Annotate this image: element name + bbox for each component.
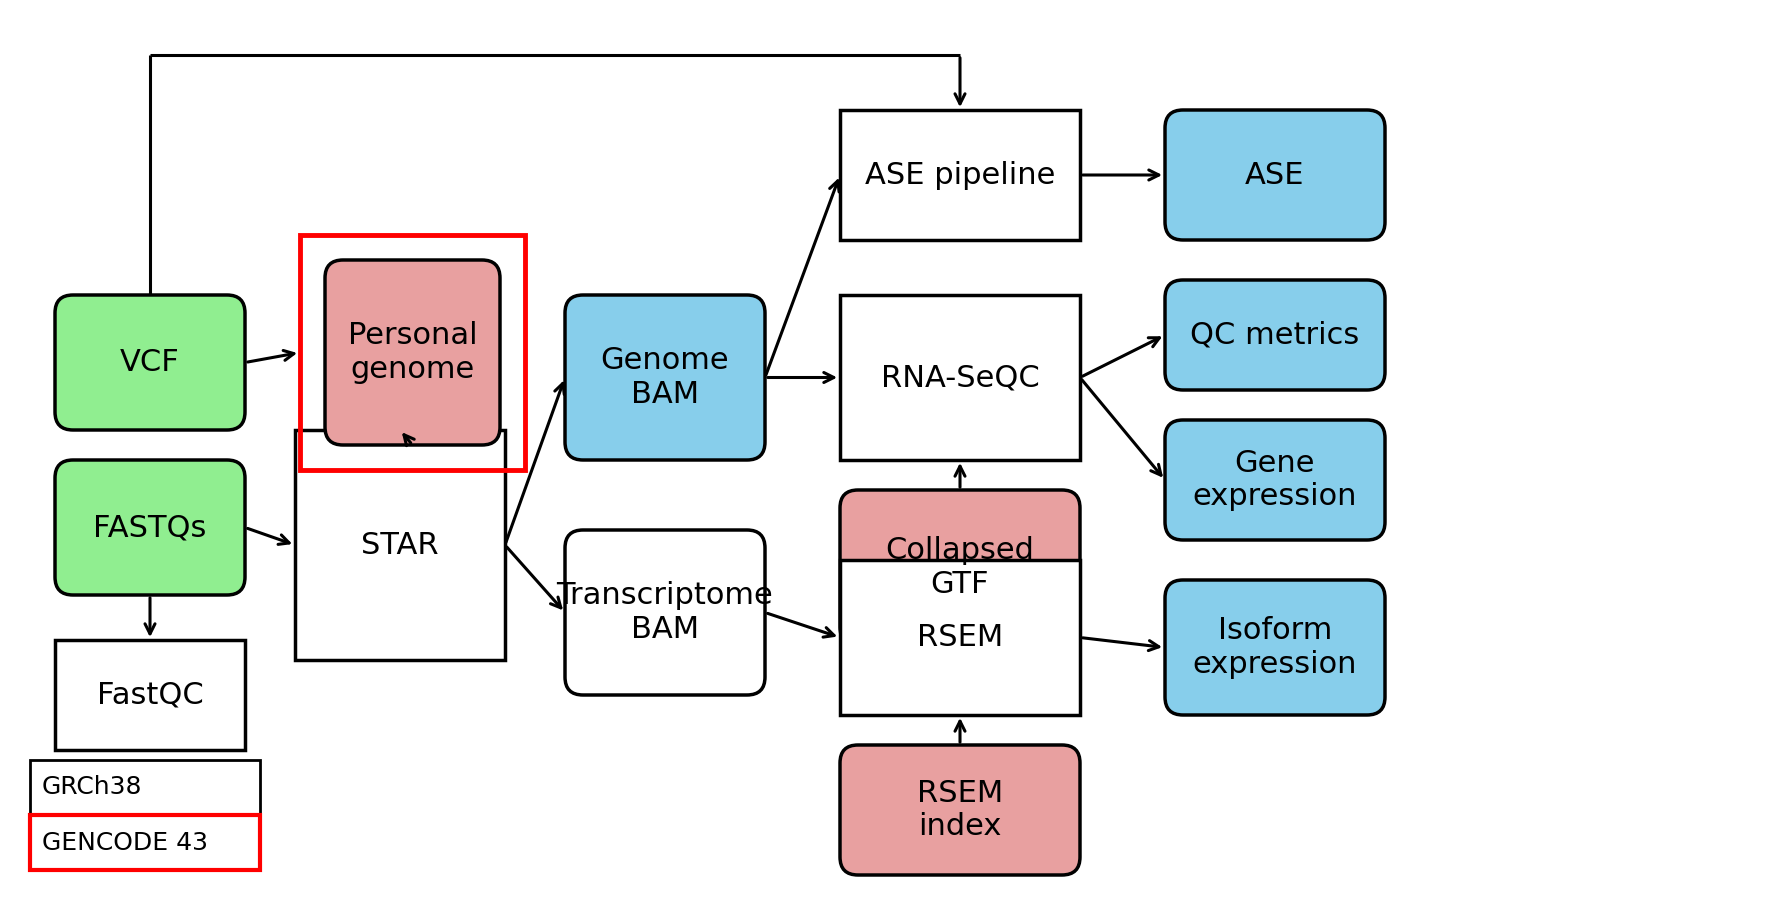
Bar [55,640,245,750]
Text: FASTQs: FASTQs [93,513,208,542]
Text: GENCODE 43: GENCODE 43 [41,831,208,855]
Text: VCF: VCF [120,348,181,377]
Text: ASE: ASE [1245,161,1304,189]
Bar [841,295,1081,460]
Text: FastQC: FastQC [97,680,204,710]
FancyBboxPatch shape [1165,420,1385,540]
Text: Genome
BAM: Genome BAM [601,346,730,409]
Text: Isoform
expression: Isoform expression [1193,617,1358,678]
Text: RSEM: RSEM [918,623,1004,652]
Text: RNA-SeQC: RNA-SeQC [880,363,1039,392]
Text: Gene
expression: Gene expression [1193,449,1358,511]
Text: ASE pipeline: ASE pipeline [864,161,1056,189]
Text: STAR: STAR [361,531,438,559]
Bar [841,110,1081,240]
Text: Collapsed
GTF: Collapsed GTF [886,536,1034,599]
FancyBboxPatch shape [1165,580,1385,715]
Bar [30,760,259,870]
Bar [30,815,259,870]
FancyBboxPatch shape [841,745,1081,875]
FancyBboxPatch shape [1165,280,1385,390]
FancyBboxPatch shape [565,295,766,460]
Bar [295,430,504,660]
Text: Transcriptome
BAM: Transcriptome BAM [556,581,773,644]
Text: RSEM
index: RSEM index [918,779,1004,841]
Bar [301,235,524,470]
FancyBboxPatch shape [55,460,245,595]
FancyBboxPatch shape [1165,110,1385,240]
FancyBboxPatch shape [326,260,499,445]
FancyBboxPatch shape [841,490,1081,645]
Bar [841,560,1081,715]
Text: Personal
genome: Personal genome [347,321,478,384]
FancyBboxPatch shape [565,530,766,695]
Text: QC metrics: QC metrics [1190,320,1360,350]
Text: GRCh38: GRCh38 [41,775,143,799]
FancyBboxPatch shape [55,295,245,430]
